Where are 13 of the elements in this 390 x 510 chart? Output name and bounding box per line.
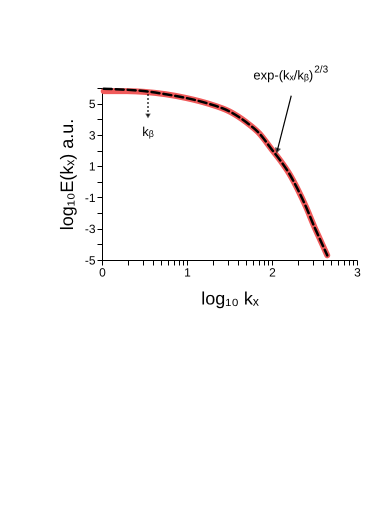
- y-tick-label: -1: [84, 190, 96, 205]
- y-tick-label: 1: [88, 160, 96, 174]
- x-tick-label: 3: [354, 266, 362, 280]
- y-tick-label: 5: [88, 97, 96, 112]
- x-tick-label: 0: [99, 266, 106, 280]
- annotation: kᵦ: [142, 124, 154, 139]
- y-tick-label: -3: [84, 222, 96, 236]
- y-tick-label: 3: [88, 128, 96, 142]
- x-tick-label: 2: [269, 266, 276, 280]
- y-axis-title: log₁₀E(kₓ) a.u.: [56, 118, 77, 230]
- y-tick-label: -5: [84, 254, 96, 268]
- x-axis-title: log₁₀ kₓ: [201, 288, 259, 308]
- x-tick-label: 1: [184, 266, 192, 280]
